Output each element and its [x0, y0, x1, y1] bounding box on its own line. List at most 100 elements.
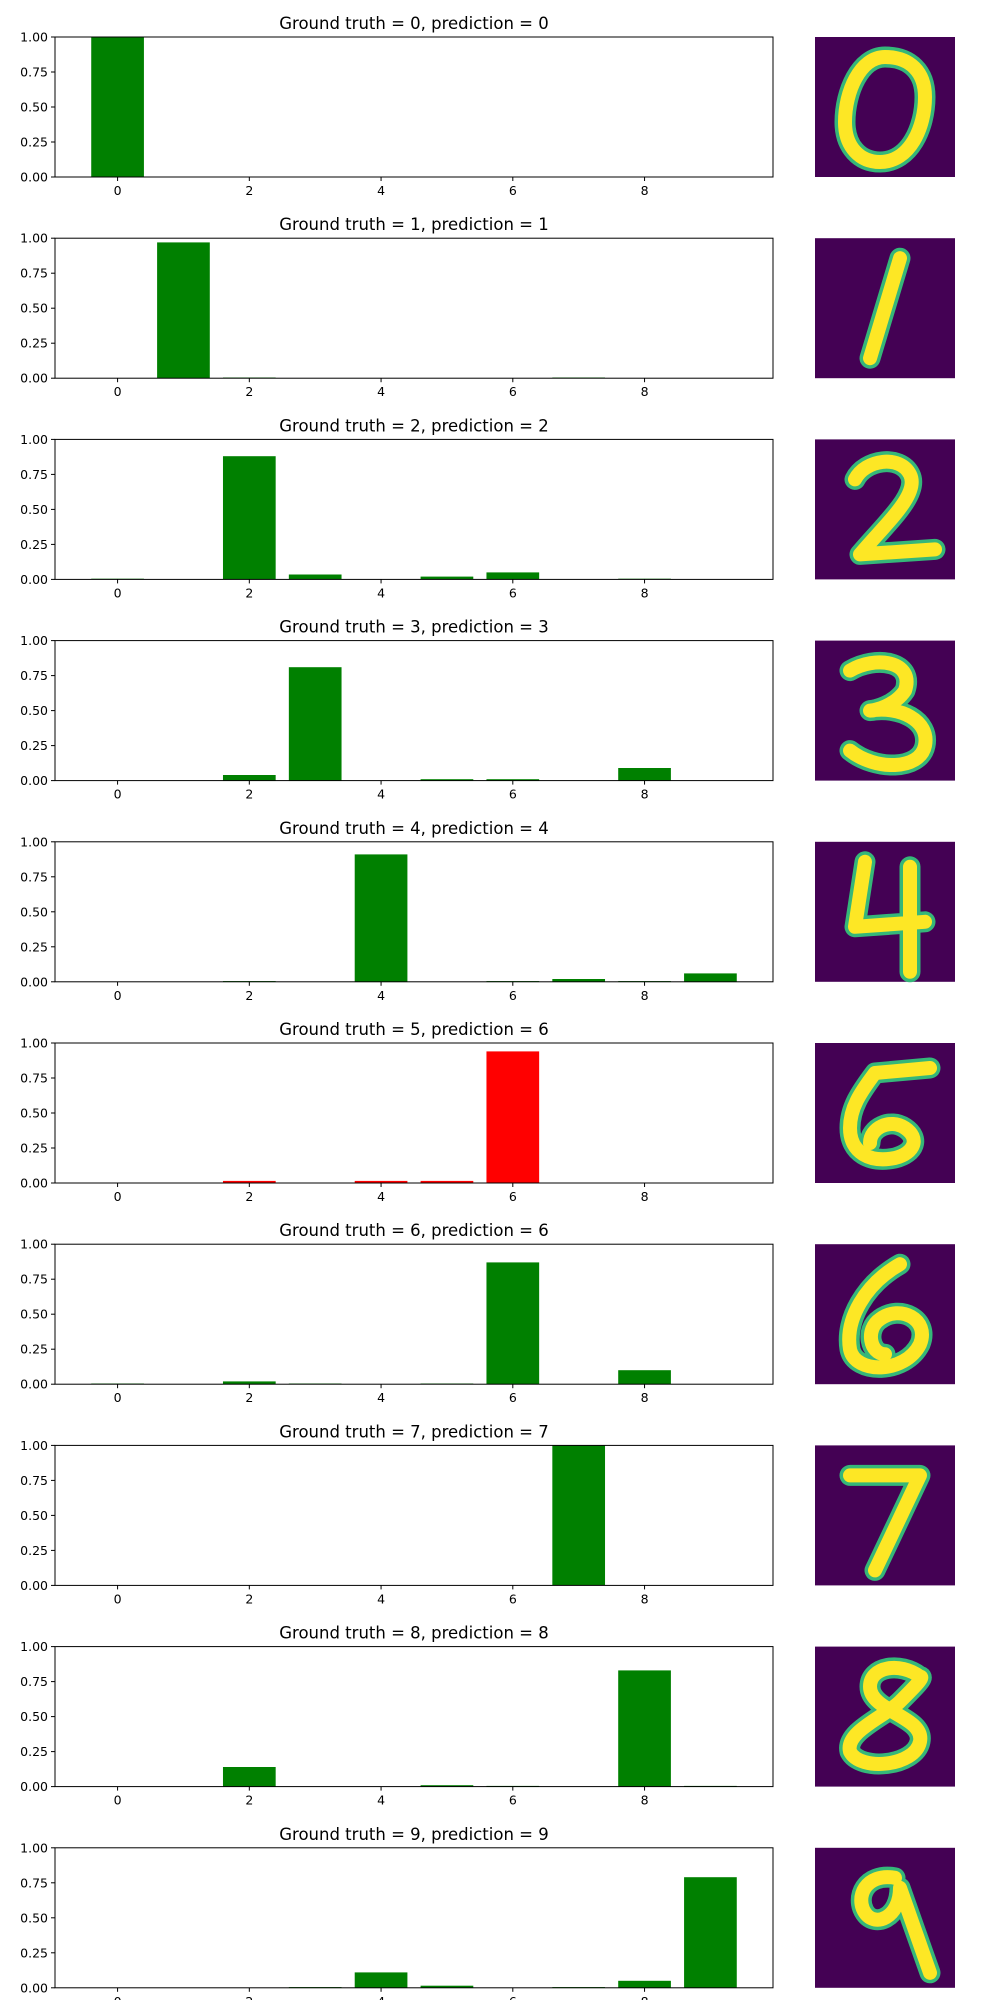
subplot-3: Ground truth = 3, prediction = 3 0.00 0.25… — [20, 618, 955, 802]
y-tick-label: 0.50 — [20, 904, 48, 919]
y-tick-label: 0.50 — [20, 1106, 48, 1121]
x-tick-label: 4 — [377, 183, 385, 198]
y-tick-label: 0.50 — [20, 1307, 48, 1322]
x-tick-label: 8 — [641, 585, 649, 600]
y-tick-label: 0.75 — [20, 1272, 48, 1287]
y-tick-label: 1.00 — [20, 1840, 48, 1855]
x-tick-label: 0 — [114, 1591, 122, 1606]
x-tick-label: 6 — [509, 384, 517, 399]
digit-image — [815, 1646, 955, 1787]
subplot-title: Ground truth = 0, prediction = 0 — [279, 14, 548, 33]
digit-stroke — [843, 655, 933, 773]
subplot-title: Ground truth = 2, prediction = 2 — [279, 416, 548, 435]
y-tick-label: 0.25 — [20, 1342, 48, 1357]
digit-image — [815, 1445, 955, 1586]
digit-image — [815, 37, 955, 177]
digit-image — [815, 1043, 955, 1183]
bar-digit-1 — [157, 242, 210, 379]
x-tick-label: 6 — [509, 787, 517, 802]
x-tick-label: 4 — [377, 988, 385, 1003]
y-tick-label: 0.25 — [20, 135, 48, 150]
subplot-title: Ground truth = 1, prediction = 1 — [279, 215, 548, 234]
y-tick-label: 0.00 — [20, 1176, 48, 1191]
axes-frame — [54, 841, 774, 983]
axes-frame — [54, 1243, 774, 1385]
y-tick-label: 1.00 — [20, 1639, 48, 1654]
axes-frame — [54, 438, 774, 580]
bar-digit-3 — [288, 574, 342, 580]
x-tick-label: 4 — [377, 1994, 385, 2000]
bar-digit-8 — [618, 1370, 671, 1385]
subplot-5: Ground truth = 5, prediction = 6 0.00 0.25… — [20, 1020, 955, 1204]
y-tick-label: 0.50 — [20, 1508, 48, 1523]
bar-digit-7 — [552, 979, 606, 982]
bar-digit-5 — [420, 1785, 474, 1787]
subplot-7: Ground truth = 7, prediction = 7 0.00 0.25… — [20, 1422, 955, 1606]
subplot-title: Ground truth = 7, prediction = 7 — [279, 1422, 548, 1441]
y-tick-label: 1.00 — [20, 1036, 48, 1051]
y-tick-label: 0.50 — [20, 1910, 48, 1925]
x-tick-label: 8 — [641, 1994, 649, 2000]
bar-digit-5 — [420, 1985, 474, 1988]
digit-image — [815, 1847, 955, 1988]
y-tick-label: 0.00 — [20, 572, 48, 587]
digit-image — [815, 841, 955, 983]
y-tick-label: 0.00 — [20, 1980, 48, 1995]
x-tick-label: 2 — [245, 183, 253, 198]
subplot-title: Ground truth = 6, prediction = 6 — [279, 1221, 548, 1240]
y-tick-label: 0.00 — [20, 974, 48, 989]
digit-glyph — [839, 1464, 931, 1581]
x-tick-label: 6 — [509, 988, 517, 1003]
bar-digit-6 — [486, 1262, 540, 1385]
y-tick-label: 0.00 — [20, 170, 48, 185]
x-tick-label: 2 — [245, 1994, 253, 2000]
y-tick-label: 0.50 — [20, 301, 48, 316]
axes-frame — [54, 1444, 774, 1586]
x-tick-label: 8 — [641, 1390, 649, 1405]
bar-digit-2 — [222, 1180, 276, 1183]
bar-digit-6 — [486, 572, 540, 580]
digit-glyph — [844, 851, 936, 983]
subplot-6: Ground truth = 6, prediction = 6 0.00 0.25… — [20, 1221, 955, 1405]
x-tick-label: 0 — [114, 1793, 122, 1808]
subplot-2: Ground truth = 2, prediction = 2 0.00 0.25… — [20, 416, 955, 600]
bar-digit-8 — [618, 1670, 671, 1787]
digit-glyph — [839, 1657, 932, 1775]
x-tick-label: 6 — [509, 1189, 517, 1204]
subplot-title: Ground truth = 5, prediction = 6 — [279, 1020, 548, 1039]
digit-glyph — [839, 1057, 941, 1170]
y-tick-label: 0.75 — [20, 1875, 48, 1890]
y-tick-label: 1.00 — [20, 633, 48, 648]
digit-stroke — [843, 1061, 937, 1167]
bar-digit-3 — [288, 667, 342, 781]
x-tick-label: 4 — [377, 1189, 385, 1204]
x-tick-label: 8 — [641, 787, 649, 802]
digit-stroke — [842, 1257, 929, 1375]
bar-digit-2 — [222, 1381, 276, 1385]
axes-frame — [54, 640, 774, 782]
y-tick-label: 1.00 — [20, 231, 48, 246]
y-tick-label: 0.75 — [20, 668, 48, 683]
y-tick-label: 0.00 — [20, 1377, 48, 1392]
subplot-title: Ground truth = 8, prediction = 8 — [279, 1624, 548, 1643]
digit-glyph — [834, 46, 936, 173]
x-tick-label: 8 — [641, 1189, 649, 1204]
digit-image — [815, 1244, 955, 1385]
digit-stroke — [854, 1870, 937, 1980]
y-tick-label: 0.25 — [20, 738, 48, 753]
y-tick-label: 1.00 — [20, 30, 48, 45]
x-tick-label: 6 — [509, 1994, 517, 2000]
x-tick-label: 8 — [641, 1591, 649, 1606]
y-tick-label: 0.75 — [20, 1674, 48, 1689]
digit-stroke — [863, 251, 907, 366]
y-tick-label: 0.75 — [20, 266, 48, 281]
bar-digit-9 — [684, 1877, 737, 1988]
axes-frame — [54, 1847, 774, 1989]
x-tick-label: 8 — [641, 183, 649, 198]
bar-digit-2 — [222, 1767, 276, 1787]
x-tick-label: 0 — [114, 585, 122, 600]
y-tick-label: 0.25 — [20, 1543, 48, 1558]
y-tick-label: 0.00 — [20, 773, 48, 788]
x-tick-label: 2 — [245, 1793, 253, 1808]
bar-digit-6 — [486, 779, 540, 781]
